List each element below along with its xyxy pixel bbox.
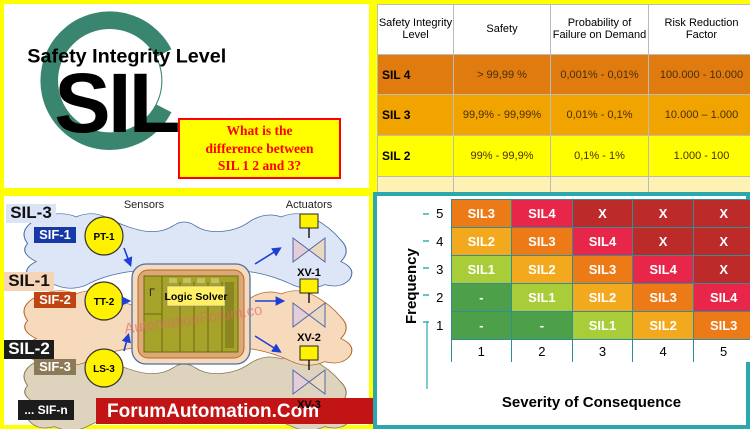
svg-text:SIL-2: SIL-2 xyxy=(8,339,50,358)
svg-text:... SIF-n: ... SIF-n xyxy=(24,403,67,417)
svg-text:Γ: Γ xyxy=(149,287,155,299)
svg-text:SIF-1: SIF-1 xyxy=(39,227,71,242)
svg-text:Actuators: Actuators xyxy=(286,199,333,211)
svg-text:TT-2: TT-2 xyxy=(94,297,115,308)
svg-text:ForumAutomation.Com: ForumAutomation.Com xyxy=(107,401,319,422)
svg-text:SIF-3: SIF-3 xyxy=(39,359,71,374)
svg-text:LS-3: LS-3 xyxy=(93,364,115,375)
svg-text:XV-3: XV-3 xyxy=(297,399,321,411)
svg-text:SIL-1: SIL-1 xyxy=(8,271,50,290)
svg-text:Logic Solver: Logic Solver xyxy=(164,291,227,303)
svg-text:SIL: SIL xyxy=(54,55,179,150)
svg-text:PT-1: PT-1 xyxy=(93,232,115,243)
svg-text:Sensors: Sensors xyxy=(124,199,165,211)
svg-text:SIL-3: SIL-3 xyxy=(10,203,52,222)
svg-text:SIF-2: SIF-2 xyxy=(39,292,71,307)
svg-text:XV-1: XV-1 xyxy=(297,267,321,279)
svg-text:XV-2: XV-2 xyxy=(297,332,321,344)
